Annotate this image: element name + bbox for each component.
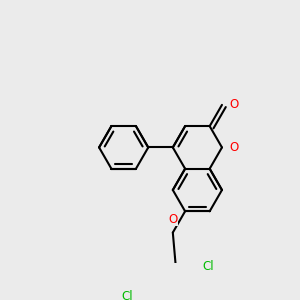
Text: Cl: Cl: [122, 290, 133, 300]
Text: O: O: [168, 212, 177, 226]
Text: O: O: [229, 98, 238, 111]
Text: O: O: [229, 141, 238, 154]
Text: Cl: Cl: [202, 260, 214, 273]
